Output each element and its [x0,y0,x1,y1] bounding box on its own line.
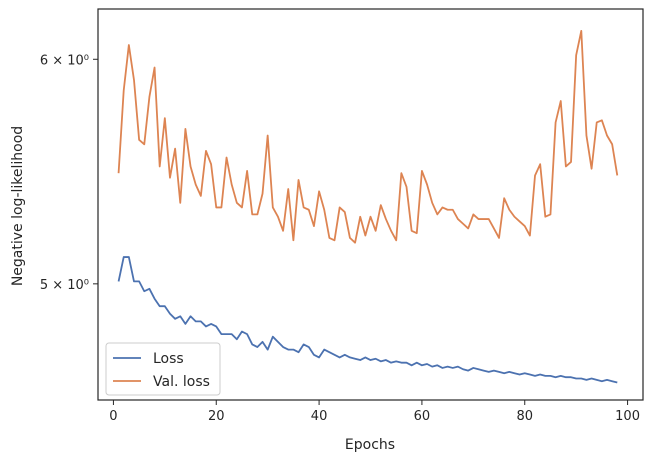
y-tick-label: 6 × 10⁰ [40,53,89,68]
x-tick-label: 0 [109,409,117,424]
plot-area [117,29,619,384]
x-tick-label: 40 [311,409,328,424]
x-tick-label: 20 [208,409,225,424]
x-tick-label: 100 [615,409,640,424]
y-axis-ticks: 5 × 10⁰ 6 × 10⁰ [40,53,98,293]
x-tick-label: 80 [516,409,533,424]
y-axis-label: Negative log-likelihood [10,126,26,286]
series-line-loss [117,256,618,384]
series-line-val-loss [117,29,619,244]
x-axis-ticks: 0 20 40 60 80 100 [109,400,640,424]
legend: Loss Val. loss [105,342,221,396]
x-axis-label: Epochs [345,437,395,453]
x-tick-label: 60 [414,409,431,424]
legend-label-val-loss: Val. loss [153,374,210,390]
legend-box [105,342,221,396]
legend-label-loss: Loss [153,351,184,367]
plot-frame [97,8,644,401]
y-tick-label: 5 × 10⁰ [40,278,89,293]
